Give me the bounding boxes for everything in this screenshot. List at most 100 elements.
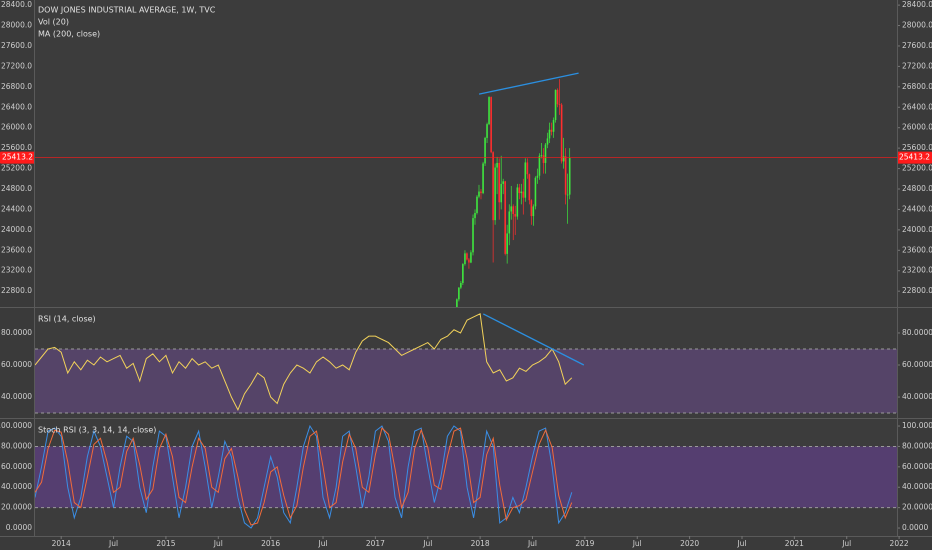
candle-body	[458, 287, 460, 300]
candle-body	[564, 156, 567, 195]
candle-body	[484, 137, 486, 164]
chart-title: DOW JONES INDUSTRIAL AVERAGE, 1W, TVC	[38, 6, 216, 15]
candle-body	[496, 162, 498, 168]
x-tick-label: Jul	[527, 539, 537, 548]
candle-body	[546, 138, 549, 145]
candle-body	[494, 167, 496, 221]
candle-body	[510, 206, 513, 212]
x-tick-label: Jul	[213, 539, 223, 548]
candle-body	[536, 175, 539, 178]
y-tick-label: 25600.0	[902, 143, 932, 152]
y-tick-label: 23600.0	[1, 245, 32, 254]
x-tick-label: 2017	[366, 539, 385, 548]
candle-body	[526, 162, 529, 175]
pane-background	[35, 0, 897, 307]
last-price-box	[0, 151, 35, 164]
y-tick-label: 24400.0	[902, 204, 932, 213]
candle-body	[514, 214, 517, 217]
candle-body	[464, 253, 466, 265]
y-tick-label: 23200.0	[1, 266, 32, 275]
candle-body	[562, 156, 565, 162]
trend-line	[478, 72, 579, 95]
y-tick-label: 26800.0	[1, 82, 32, 91]
y-tick-label: 24000.0	[1, 225, 32, 234]
x-tick-label: 2018	[471, 539, 490, 548]
indicator-line	[35, 313, 573, 412]
candle-body	[502, 181, 504, 184]
candle-body	[558, 104, 561, 106]
candle-body	[540, 155, 543, 157]
x-tick-label: Jul	[422, 539, 432, 548]
candle-body	[482, 163, 484, 194]
y-tick-label: 20.0000	[1, 503, 32, 512]
candle-body	[544, 144, 547, 163]
y-tick-label: 40.0000	[902, 392, 932, 401]
candle-body	[516, 187, 519, 217]
indicator-label: MA (200, close)	[38, 30, 100, 39]
y-tick-label: 40.0000	[1, 392, 32, 401]
candle-body	[490, 97, 492, 153]
candle-body	[518, 187, 521, 194]
y-tick-label: 20.0000	[902, 503, 932, 512]
candle-body	[560, 104, 563, 162]
y-tick-label: 24800.0	[902, 184, 932, 193]
plot-area	[35, 313, 897, 414]
x-tick-label: 2019	[575, 539, 594, 548]
y-tick-label: 40.0000	[1, 482, 32, 491]
candle-body	[478, 191, 480, 197]
y-tick-label: 27600.0	[902, 41, 932, 50]
y-tick-label: 22800.0	[902, 286, 932, 295]
y-tick-label: 60.0000	[902, 360, 932, 369]
candle-body	[530, 200, 533, 217]
y-tick-label: 26000.0	[902, 123, 932, 132]
last-price-box	[897, 151, 932, 164]
pane-title: RSI (14, close)	[38, 315, 96, 324]
y-tick-label: 28000.0	[1, 21, 32, 30]
y-tick-label: 28400.0	[1, 0, 32, 9]
candle-body	[460, 282, 462, 288]
candle-body	[498, 162, 501, 203]
candle-body	[528, 174, 531, 201]
y-tick-label: 28400.0	[902, 0, 932, 9]
indicator-label: Vol (20)	[38, 18, 69, 27]
candle-body	[520, 191, 523, 194]
y-tick-label: 26800.0	[902, 82, 932, 91]
candle-body	[524, 162, 527, 198]
candle-body	[504, 181, 506, 254]
candle-body	[474, 213, 476, 219]
y-tick-label: 60.0000	[1, 360, 32, 369]
indicator-line	[35, 427, 573, 526]
candle-body	[456, 299, 458, 307]
pane-title: Stoch RSI (3, 3, 14, 14, close)	[38, 426, 156, 435]
candle-body	[468, 259, 470, 263]
y-tick-label: 80.0000	[902, 328, 932, 337]
candle-body	[556, 89, 559, 105]
candle-body	[472, 218, 474, 253]
x-tick-label: Jul	[632, 539, 642, 548]
y-tick-label: 26400.0	[902, 102, 932, 111]
x-tick-label: 2022	[890, 539, 909, 548]
y-tick-label: 27600.0	[1, 41, 32, 50]
x-tick-label: 2015	[156, 539, 175, 548]
candle-body	[492, 152, 494, 221]
y-tick-label: 24000.0	[902, 225, 932, 234]
last-price-label: 25413.2	[899, 153, 930, 162]
y-tick-label: 24800.0	[1, 184, 32, 193]
y-tick-label: 22800.0	[1, 286, 32, 295]
plot-area	[35, 424, 897, 529]
candle-body	[542, 155, 545, 163]
candle-body	[512, 206, 515, 215]
y-tick-label: 24400.0	[1, 204, 32, 213]
candle-body	[566, 194, 569, 196]
y-tick-label: 100.0000	[0, 421, 32, 430]
trend-line	[482, 313, 585, 366]
x-tick-label: 2014	[52, 539, 71, 548]
x-tick-label: Jul	[841, 539, 851, 548]
x-tick-label: Jul	[108, 539, 118, 548]
y-tick-label: 25200.0	[1, 164, 32, 173]
candle-body	[470, 252, 472, 263]
candle-body	[462, 264, 464, 283]
y-tick-label: 23200.0	[902, 266, 932, 275]
y-tick-label: 40.0000	[902, 482, 932, 491]
